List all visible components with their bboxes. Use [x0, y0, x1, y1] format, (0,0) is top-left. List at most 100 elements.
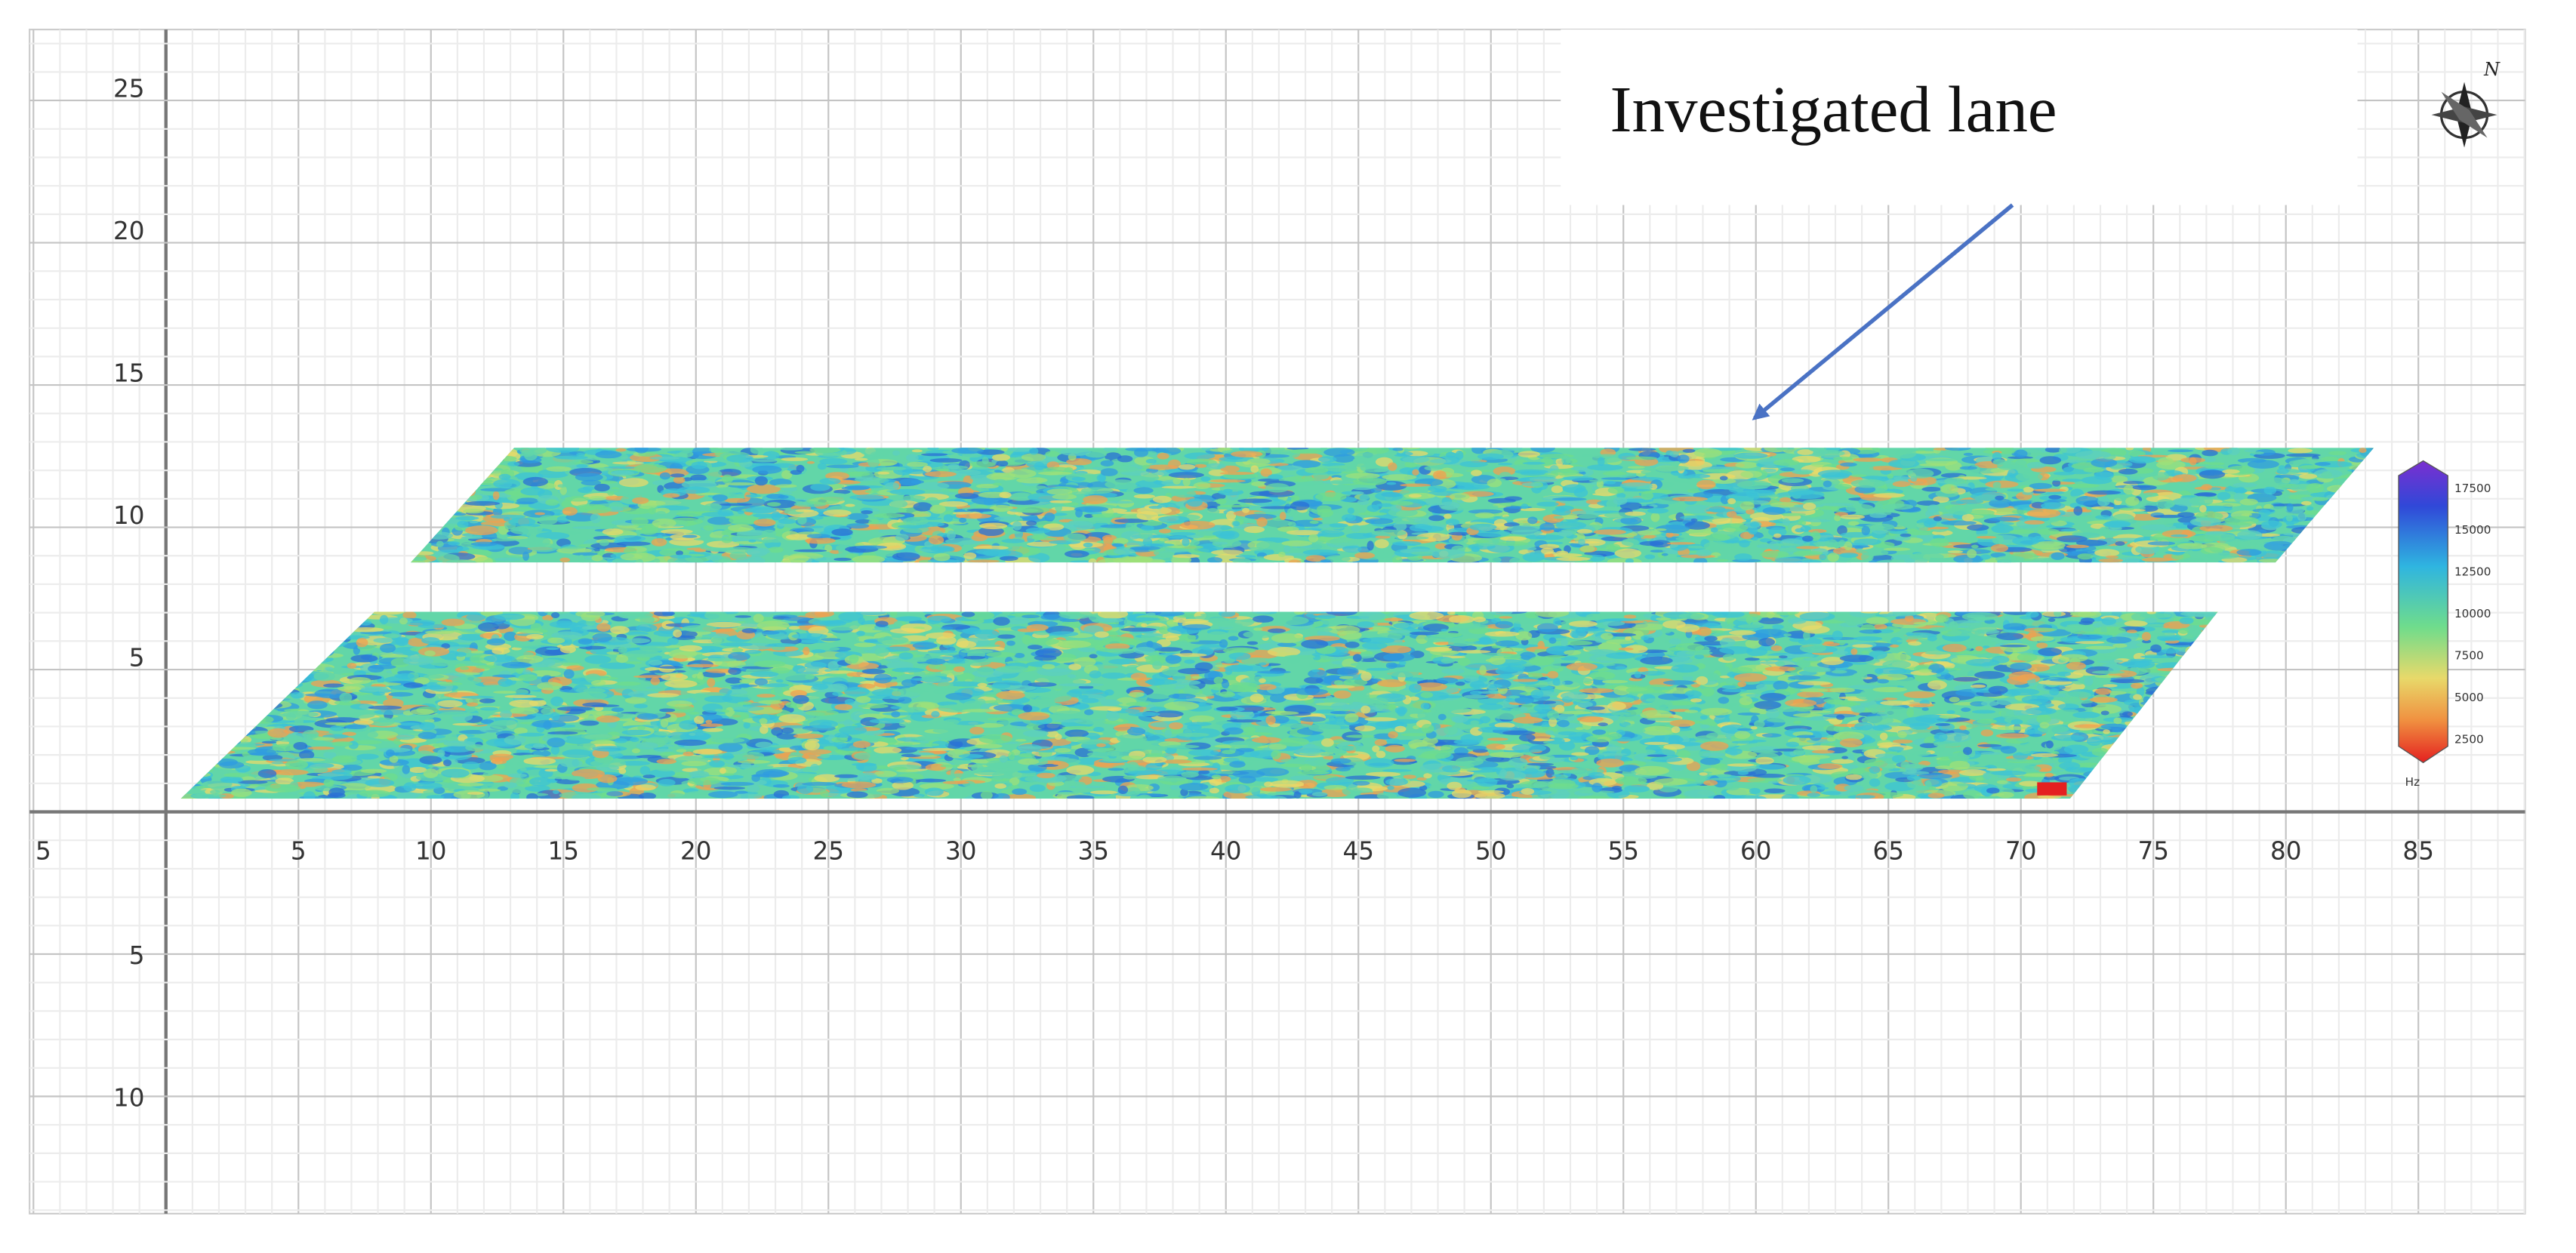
lane-texture [1059, 478, 1069, 484]
lane-texture [510, 525, 538, 535]
lane-texture [1866, 465, 1874, 473]
lane-texture [904, 469, 926, 475]
lane-texture [1678, 454, 1690, 463]
lane-texture [678, 450, 694, 458]
lane-texture [1105, 479, 1139, 490]
lane-texture [2081, 476, 2112, 485]
lane-texture [979, 522, 1008, 530]
lane-texture [607, 488, 621, 492]
lane-texture [632, 497, 649, 504]
lane-texture [1514, 469, 1548, 474]
lane-texture [876, 466, 907, 471]
lane-texture [724, 482, 756, 486]
lane-texture [1479, 716, 1491, 724]
lane-texture [1158, 537, 1169, 542]
lane-texture [1352, 457, 1364, 464]
lane-texture [1194, 463, 1207, 468]
lane-texture [507, 461, 520, 466]
lane-texture [1433, 470, 1447, 481]
lane-texture [618, 478, 649, 488]
lane-texture [1967, 549, 1977, 559]
lane-texture [1345, 532, 1373, 540]
lane-texture [1587, 464, 1623, 471]
lane-texture [595, 451, 622, 459]
lane-texture [751, 459, 778, 463]
lane-texture [1231, 451, 1263, 458]
lane-texture [1955, 499, 1984, 504]
lane-texture [1669, 533, 1680, 537]
lane-texture [1412, 469, 1419, 476]
lane-texture [2237, 530, 2263, 540]
lane-texture [615, 448, 627, 452]
lane-texture [1812, 449, 1845, 457]
lane-texture [2239, 498, 2258, 506]
lane-texture [1930, 537, 1949, 547]
lane-texture [1243, 525, 1265, 534]
lane-texture [508, 517, 536, 527]
lane-texture [1219, 472, 1255, 476]
lane-texture [1894, 536, 1911, 541]
lane-texture [1352, 477, 1387, 486]
lane-texture [2105, 555, 2119, 559]
lane-texture [590, 513, 601, 524]
lane-texture [1833, 541, 1845, 548]
lane-texture [2189, 457, 2197, 466]
lane-texture [1286, 508, 1296, 517]
lane-texture [2202, 449, 2218, 457]
lane-texture [795, 509, 815, 513]
lane-texture [633, 463, 667, 473]
lane-texture [1037, 471, 1073, 476]
lane-texture [1796, 546, 1820, 550]
lane-texture [1995, 522, 2014, 526]
lane-texture [1518, 477, 1530, 483]
lane-texture [1682, 448, 1696, 453]
lane-texture [1371, 529, 1407, 537]
lane-texture [1850, 479, 1885, 488]
lane-texture [2205, 552, 2240, 559]
lane-texture [2040, 502, 2066, 510]
lane-texture [1278, 552, 1286, 558]
lane-texture [1821, 472, 1850, 480]
lane-texture [522, 476, 548, 487]
lane-texture [1498, 462, 1513, 466]
lane-texture [1083, 495, 1108, 504]
lane-texture [806, 534, 830, 539]
lane-texture [761, 529, 777, 537]
lane-texture [562, 506, 578, 516]
lane-texture [1305, 466, 1329, 474]
lane-texture [1804, 519, 1832, 522]
lane-texture [826, 464, 859, 469]
lane-texture [457, 520, 469, 528]
lane-texture [2091, 458, 2118, 468]
lane-texture [1386, 482, 1397, 485]
lane-texture [1834, 483, 1852, 490]
lane-texture [576, 463, 588, 468]
lane-texture [1313, 473, 1330, 480]
lane-texture [521, 449, 534, 457]
lane-texture [942, 488, 950, 495]
lane-texture [610, 470, 635, 476]
lane-texture [929, 504, 946, 514]
lane-texture [933, 553, 951, 562]
lane-texture [810, 483, 830, 491]
lane-texture [1959, 466, 1978, 470]
lane-texture [1706, 508, 1735, 513]
lane-texture [2263, 486, 2277, 495]
lane-texture [1091, 513, 1123, 518]
lane-texture [646, 536, 655, 540]
lane-texture [831, 528, 853, 537]
lane-texture [1627, 466, 1645, 469]
lane-texture [490, 514, 526, 519]
lane-texture [1949, 505, 1973, 516]
lane-texture [1193, 482, 1211, 489]
lane-texture [2285, 521, 2294, 527]
lane-texture [2035, 488, 2066, 492]
lane-texture [1556, 550, 1568, 555]
lane-texture [1779, 497, 1792, 503]
lane-texture [1558, 530, 1573, 537]
lane-texture [1943, 513, 1954, 516]
lane-texture [1607, 486, 1625, 494]
lane-texture [864, 490, 880, 494]
lane-texture [2037, 528, 2060, 535]
